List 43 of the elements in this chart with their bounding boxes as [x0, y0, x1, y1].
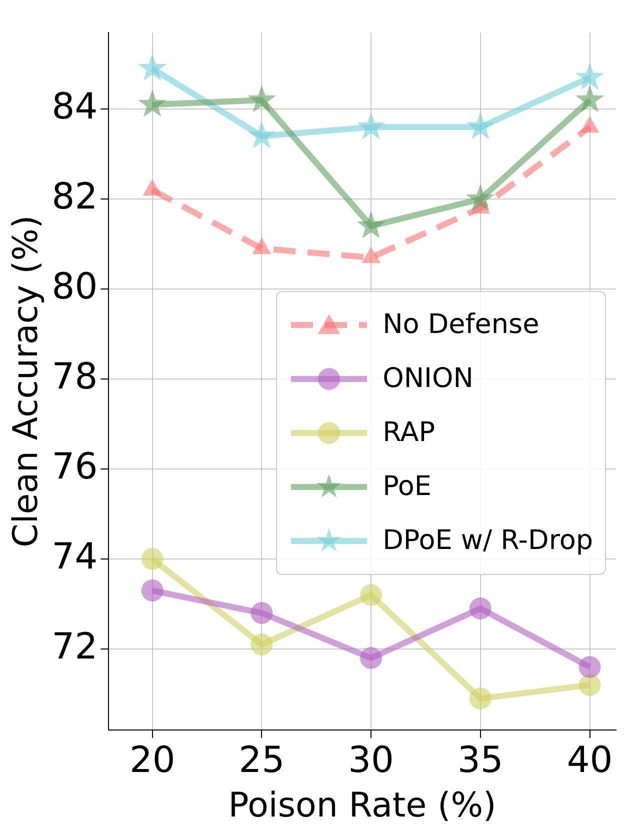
point: [250, 634, 273, 656]
point: [250, 602, 273, 624]
point: [138, 90, 167, 117]
y-tick-label: 80: [52, 266, 98, 308]
point: [141, 580, 164, 602]
point: [362, 246, 381, 264]
point: [580, 116, 600, 133]
y-tick-label: 78: [52, 356, 98, 398]
point: [578, 656, 601, 678]
x-tick-label: 40: [566, 740, 613, 781]
y-tick-label: 72: [52, 626, 98, 668]
y-tick-label: 76: [52, 446, 98, 488]
point: [466, 112, 495, 140]
legend-label: No Defense: [382, 309, 540, 340]
point: [466, 184, 495, 212]
point: [360, 584, 382, 606]
legend-label: RAP: [382, 417, 436, 448]
point: [469, 688, 492, 710]
point: [575, 85, 604, 112]
y-tick-label: 74: [52, 536, 98, 578]
point: [360, 647, 382, 670]
point: [138, 54, 167, 81]
y-tick-label: 82: [52, 176, 98, 218]
point: [141, 548, 164, 570]
point: [252, 238, 272, 254]
point: [356, 112, 386, 140]
legend-label: PoE: [382, 471, 432, 502]
point: [356, 211, 386, 238]
x-tick-label: 35: [458, 740, 504, 781]
legend-label: DPoE w/ R-Drop: [382, 525, 593, 556]
point: [142, 179, 162, 196]
y-tick-label: 84: [52, 86, 98, 128]
point: [247, 85, 276, 112]
point: [578, 674, 601, 696]
x-axis-title: Poison Rate (%): [228, 785, 496, 826]
point: [469, 598, 492, 620]
x-tick-label: 25: [238, 740, 285, 781]
legend-label: ONION: [382, 363, 474, 394]
point: [575, 62, 604, 90]
x-tick-label: 20: [129, 740, 176, 781]
y-axis-title: Clean Accuracy (%): [6, 215, 46, 548]
x-tick-label: 30: [348, 740, 394, 781]
point: [247, 121, 276, 148]
